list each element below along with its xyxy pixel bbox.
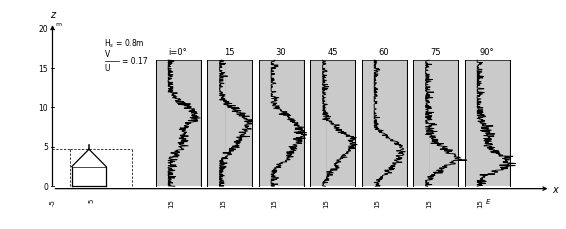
Text: 15: 15 xyxy=(224,48,235,57)
Text: V: V xyxy=(105,49,110,58)
Text: m: m xyxy=(55,22,62,27)
Text: 5: 5 xyxy=(88,198,94,203)
Text: z: z xyxy=(50,10,55,20)
Text: = 0.17: = 0.17 xyxy=(122,57,148,66)
Bar xyxy=(413,61,458,186)
Text: 75: 75 xyxy=(430,48,441,57)
Text: 15: 15 xyxy=(426,198,432,207)
Text: E: E xyxy=(486,198,490,204)
Text: 15: 15 xyxy=(168,198,174,207)
Text: x: x xyxy=(552,184,558,194)
Text: 15: 15 xyxy=(220,198,226,207)
Text: -5: -5 xyxy=(49,198,55,205)
Bar xyxy=(465,61,509,186)
Text: 20: 20 xyxy=(38,25,48,34)
Bar xyxy=(310,61,355,186)
Text: 15: 15 xyxy=(271,198,277,207)
Text: 45: 45 xyxy=(327,48,338,57)
Text: 30: 30 xyxy=(276,48,286,57)
Text: 10: 10 xyxy=(38,104,48,112)
Bar xyxy=(362,61,406,186)
Text: 15: 15 xyxy=(38,64,48,73)
Bar xyxy=(156,61,200,186)
Text: U: U xyxy=(105,64,110,73)
Text: H$_s$ = 0.8m: H$_s$ = 0.8m xyxy=(104,37,145,50)
Text: 5: 5 xyxy=(44,143,48,152)
Bar xyxy=(207,61,252,186)
Text: 0: 0 xyxy=(44,182,48,191)
Text: 90°: 90° xyxy=(480,48,494,57)
Text: 60: 60 xyxy=(379,48,389,57)
Text: 15: 15 xyxy=(374,198,380,207)
Text: i=0°: i=0° xyxy=(169,48,187,57)
Text: 15: 15 xyxy=(477,198,483,207)
Text: 15: 15 xyxy=(323,198,329,207)
Bar xyxy=(259,61,303,186)
